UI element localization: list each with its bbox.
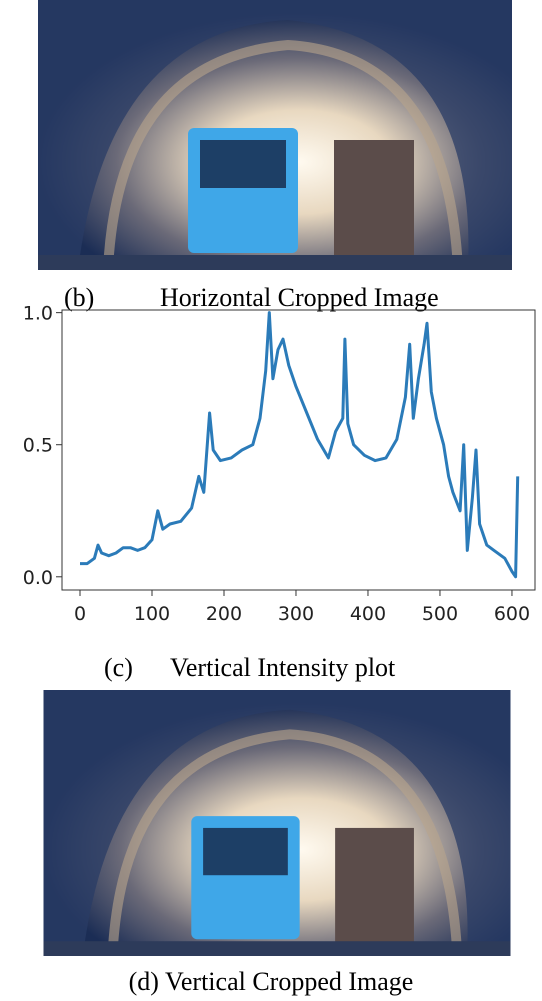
x-tick-label: 100	[134, 603, 170, 625]
caption: Vertical Intensity plot	[170, 653, 396, 682]
caption: (d) Vertical Cropped Image	[129, 967, 414, 996]
vertical-cropped-image	[44, 690, 511, 956]
horizontal-cropped-image	[38, 0, 512, 270]
caption: Horizontal Cropped Image	[160, 283, 439, 312]
caption-label: (b)	[64, 283, 94, 312]
caption-label: (c)	[104, 653, 133, 682]
x-tick-label: 600	[494, 603, 530, 625]
y-tick-label: 0.0	[23, 567, 53, 589]
chart: 0.0 0.5 1.0 0 100 200 300 400 500 600	[23, 303, 536, 625]
y-tick-label: 1.0	[23, 303, 53, 325]
y-tick-label: 0.5	[23, 435, 53, 457]
x-tick-label: 400	[350, 603, 386, 625]
x-tick-label: 0	[74, 603, 86, 625]
x-tick-label: 200	[206, 603, 242, 625]
plot-frame	[61, 309, 536, 591]
line	[80, 311, 520, 579]
x-tick-label: 300	[278, 603, 314, 625]
x-tick-label: 500	[422, 603, 458, 625]
